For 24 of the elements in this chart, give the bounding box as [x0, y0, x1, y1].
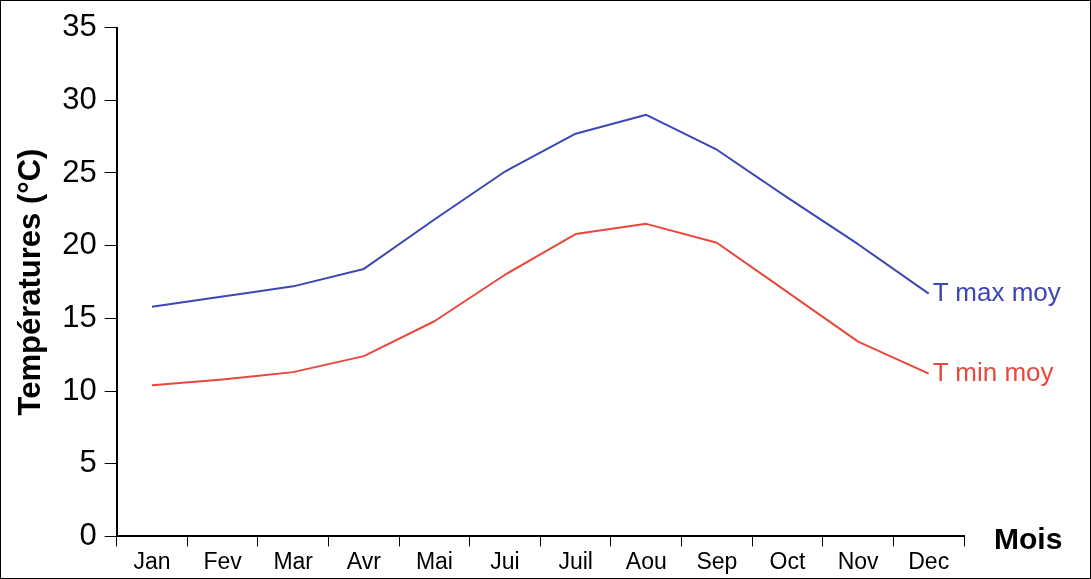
- x-tick-label: Fev: [203, 547, 243, 574]
- series-label: T max moy: [932, 276, 1061, 307]
- y-tick-label: 20: [62, 226, 97, 262]
- y-axis-title: Températures (°C): [12, 148, 48, 416]
- series-label: T min moy: [932, 356, 1054, 387]
- y-tick-label: 35: [62, 8, 97, 44]
- x-tick-label: Dec: [908, 547, 950, 574]
- y-tick-label: 0: [79, 516, 97, 552]
- x-tick-label: Oct: [769, 547, 806, 574]
- x-tick-label: Jan: [133, 547, 171, 574]
- y-tick-label: 25: [62, 153, 97, 189]
- x-tick-label: Mai: [415, 547, 453, 574]
- x-tick-label: Sep: [696, 547, 738, 574]
- x-tick-label: Mar: [273, 547, 314, 574]
- y-tick-label: 15: [62, 298, 97, 334]
- x-tick-label: Jui: [490, 547, 520, 574]
- y-tick-label: 10: [62, 371, 97, 407]
- y-tick-label: 30: [62, 80, 97, 116]
- x-tick-label: Avr: [346, 547, 382, 574]
- x-axis-title: Mois: [994, 521, 1063, 555]
- x-tick-label: Aou: [625, 547, 667, 574]
- y-tick-label: 5: [79, 444, 97, 480]
- x-tick-label: Nov: [837, 547, 880, 574]
- x-tick-label: Juil: [558, 547, 593, 574]
